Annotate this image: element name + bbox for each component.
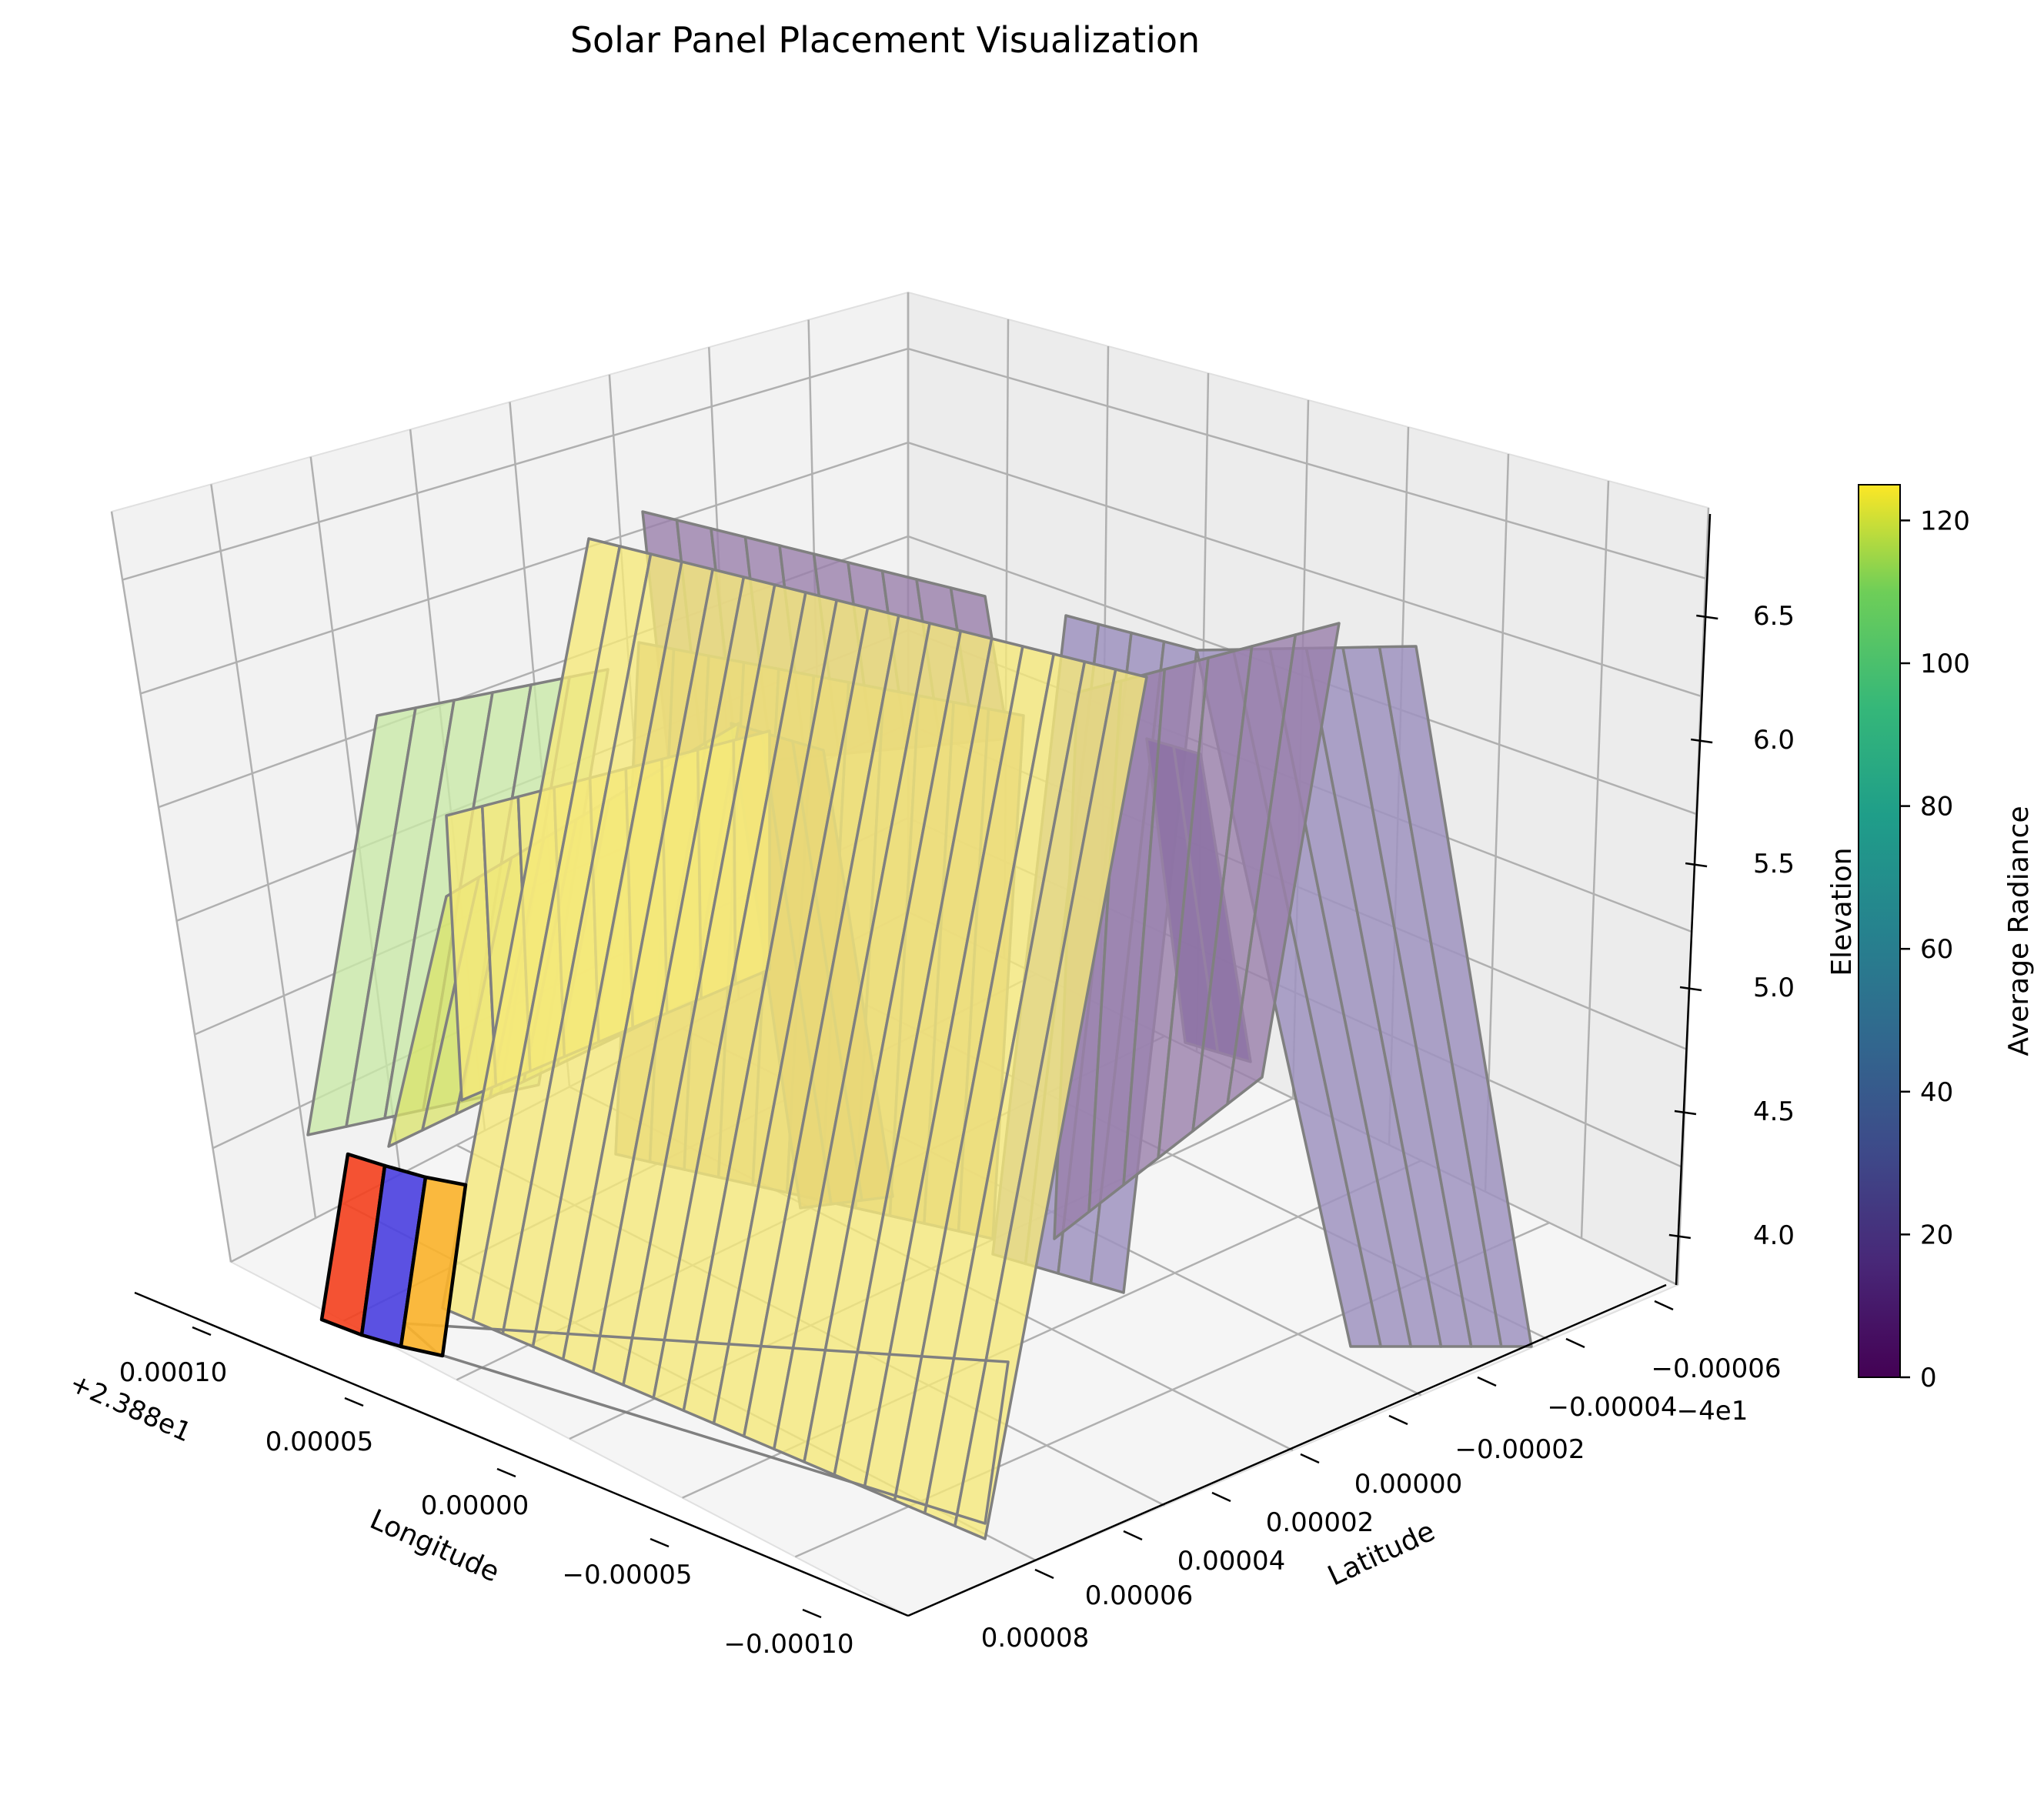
x-ticks: 0.00010 0.00005 0.00000 −0.00005 −0.00010 — [119, 1326, 854, 1660]
highlighted-panels — [319, 1152, 468, 1358]
colorbar-tick-label: 60 — [1920, 934, 1953, 965]
y-tick-mark — [1034, 1568, 1054, 1580]
z-tick-label: 4.0 — [1753, 1220, 1795, 1251]
z-tick-mark — [1696, 614, 1718, 620]
y-tick-mark — [1211, 1491, 1231, 1503]
z-tick-label: 5.0 — [1753, 973, 1795, 1003]
x-tick-mark — [650, 1537, 670, 1548]
solar-panels — [306, 510, 1533, 1540]
y-tick-mark — [1123, 1530, 1143, 1541]
gridline — [1484, 453, 1510, 1192]
y-tick-label: 0.00006 — [1085, 1580, 1194, 1611]
y-tick-label: 0.00002 — [1266, 1507, 1374, 1538]
panel-row-yellow-main — [441, 537, 1148, 1540]
z-tick-mark — [1668, 1233, 1692, 1240]
x-tick-mark — [344, 1397, 364, 1407]
y-tick-mark — [1477, 1376, 1497, 1387]
x-tick-label: 0.00010 — [119, 1357, 228, 1388]
y-tick-mark — [1300, 1453, 1320, 1464]
y-tick-label: 0.00000 — [1354, 1469, 1463, 1500]
panel-cell — [954, 668, 1148, 1540]
x-tick-label: 0.00000 — [421, 1490, 529, 1521]
y-tick-label: −0.00006 — [1651, 1353, 1781, 1384]
z-tick-label: 5.5 — [1753, 849, 1795, 879]
x-tick-mark — [192, 1326, 212, 1336]
z-tick-mark — [1674, 1110, 1697, 1116]
chart-title: Solar Panel Placement Visualization — [570, 19, 1200, 61]
gridline — [122, 347, 1706, 581]
colorbar-label: Average Radiance — [2003, 806, 2035, 1056]
z-tick-label: 6.0 — [1753, 725, 1795, 756]
colorbar — [1858, 484, 1901, 1378]
x-tick-label: −0.00010 — [723, 1629, 853, 1660]
y-tick-label: −0.00002 — [1455, 1434, 1585, 1465]
highlighted-panel — [399, 1175, 468, 1358]
y-tick-mark — [1654, 1300, 1674, 1311]
x-axis-line — [134, 1291, 909, 1617]
y-axis-line — [907, 1283, 1667, 1617]
x-tick-label: 0.00005 — [266, 1427, 374, 1457]
y-tick-label: 0.00008 — [981, 1623, 1090, 1653]
z-tick-label: 6.5 — [1753, 601, 1795, 632]
panel-cell — [1378, 645, 1533, 1348]
gridline — [210, 484, 317, 1219]
y-tick-label: −0.00004 — [1547, 1392, 1677, 1423]
z-tick-mark — [1679, 986, 1702, 992]
z-axis-line — [1675, 513, 1712, 1286]
colorbar-ticks: 0 20 40 60 80 100 120 — [1900, 506, 1970, 1393]
colorbar-tick-label: 20 — [1920, 1220, 1953, 1250]
z-tick-mark — [1691, 738, 1713, 744]
colorbar-tick-label: 80 — [1920, 792, 1953, 823]
y-tick-mark — [1565, 1337, 1585, 1349]
gridline — [110, 511, 232, 1263]
y-ticks: −0.00006 −0.00004 −0.00002 0.00000 0.00002 0.… — [981, 1300, 1782, 1653]
z-tick-mark — [1685, 862, 1708, 868]
z-axis-label: Elevation — [1826, 847, 1858, 976]
panel-cell — [1226, 622, 1341, 1106]
colorbar-tick-label: 0 — [1920, 1363, 1937, 1393]
colorbar-tick-label: 120 — [1920, 506, 1970, 536]
x-tick-label: −0.00005 — [562, 1560, 692, 1590]
colorbar-tick-label: 100 — [1920, 649, 1970, 679]
x-tick-mark — [496, 1467, 516, 1478]
gridline — [1580, 480, 1610, 1239]
y-offset-label: −4e1 — [1677, 1396, 1748, 1427]
gridline — [140, 441, 1702, 697]
colorbar-tick-label: 40 — [1920, 1077, 1953, 1108]
y-tick-mark — [1388, 1414, 1408, 1426]
z-ticks: 4.0 4.5 5.0 5.5 6.0 6.5 — [1668, 601, 1795, 1251]
z-tick-label: 4.5 — [1753, 1096, 1795, 1127]
x-tick-mark — [802, 1608, 822, 1619]
y-tick-label: 0.00004 — [1177, 1546, 1286, 1577]
